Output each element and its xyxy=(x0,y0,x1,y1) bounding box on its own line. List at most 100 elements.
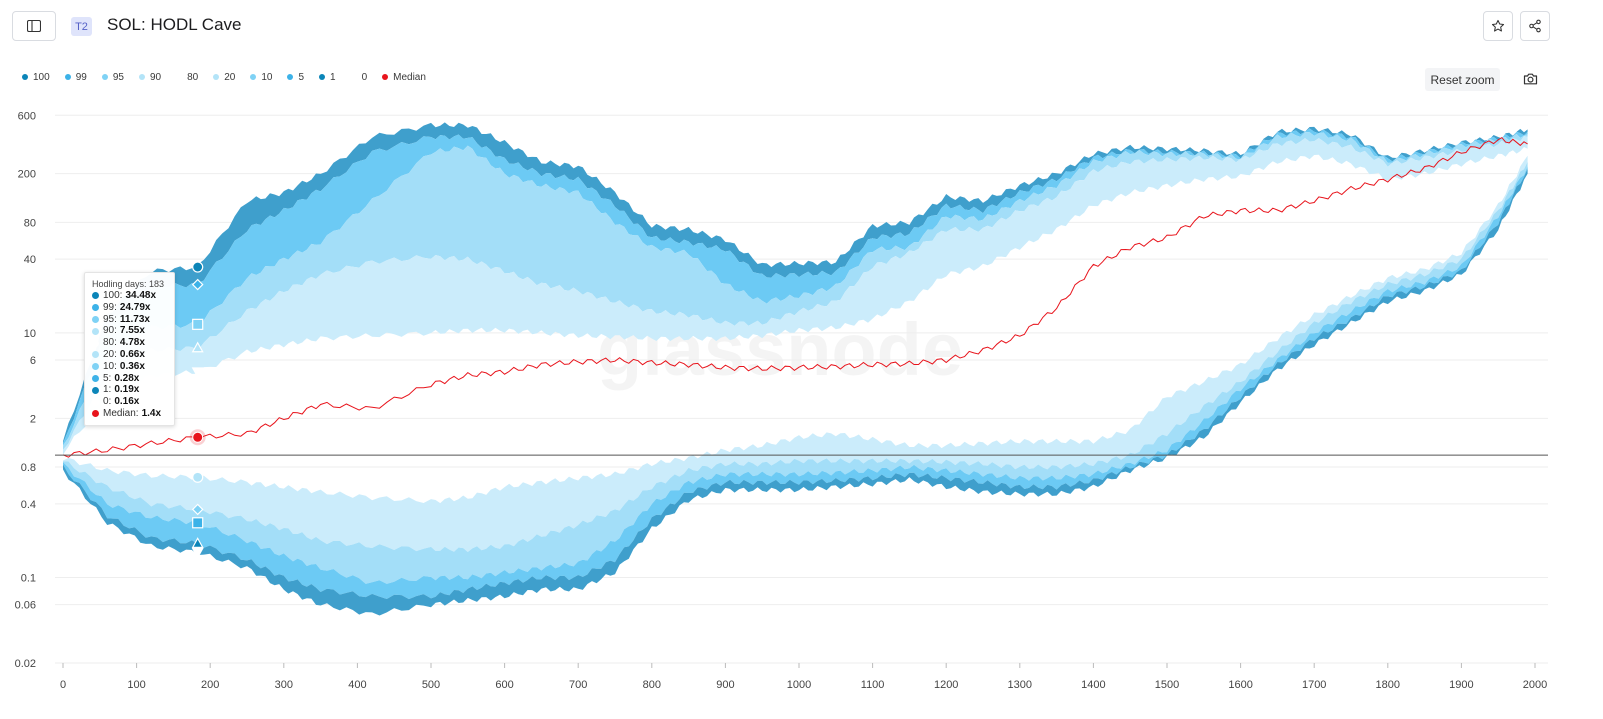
legend-item-80[interactable]: 80 xyxy=(176,72,198,83)
tooltip-row: 0: 0.16x xyxy=(92,396,174,408)
legend-item-95[interactable]: 95 xyxy=(101,71,124,83)
tooltip-value: 1.4x xyxy=(141,407,162,419)
legend-item-99[interactable]: 99 xyxy=(64,71,87,83)
x-tick-label: 400 xyxy=(348,679,366,691)
legend-item-100[interactable]: 100 xyxy=(22,72,50,83)
share-icon xyxy=(1529,19,1541,33)
tooltip-marker xyxy=(92,374,99,382)
star-icon xyxy=(1491,19,1505,32)
chart-legend: 100 99 95 90 80 20 10 5 1 0 Median xyxy=(22,70,441,84)
y-tick-label: 0.1 xyxy=(21,572,36,584)
hover-marker-0 xyxy=(191,547,204,559)
tooltip-label: 10: xyxy=(103,360,117,372)
tooltip-label: 80: xyxy=(103,337,117,349)
tooltip-marker xyxy=(92,339,99,347)
hover-marker-1 xyxy=(191,537,204,548)
tooltip-marker xyxy=(92,315,99,323)
x-tick-label: 100 xyxy=(127,679,145,691)
page-title: SOL: HODL Cave xyxy=(107,15,242,34)
tooltip-row: Median: 1.4x xyxy=(92,408,174,420)
legend-label: 99 xyxy=(75,71,87,83)
sidebar-toggle-icon xyxy=(27,20,41,32)
tooltip-value: 0.36x xyxy=(119,360,145,372)
camera-icon xyxy=(1523,73,1537,85)
tooltip-label: 1: xyxy=(103,384,112,396)
sidebar-toggle-button[interactable] xyxy=(12,11,56,41)
tooltip-marker xyxy=(92,304,99,312)
legend-marker xyxy=(382,74,389,80)
legend-label: 0 xyxy=(361,71,368,83)
x-tick-label: 1900 xyxy=(1449,679,1473,691)
export-image-button[interactable] xyxy=(1520,70,1540,88)
x-tick-label: 700 xyxy=(569,679,587,691)
tooltip-row: 1: 0.19x xyxy=(92,384,174,396)
y-tick-label: 10 xyxy=(24,328,36,340)
legend-item-20[interactable]: 20 xyxy=(213,72,235,83)
hover-marker-median xyxy=(192,431,204,443)
legend-marker xyxy=(319,74,325,80)
reset-zoom-button[interactable]: Reset zoom xyxy=(1425,68,1500,91)
x-tick-label: 1400 xyxy=(1081,679,1105,691)
tooltip-marker xyxy=(92,351,99,359)
x-tick-label: 1200 xyxy=(934,679,958,691)
y-tick-label: 200 xyxy=(18,169,36,181)
tooltip-marker xyxy=(92,327,99,335)
band-95-90 xyxy=(63,132,1528,450)
legend-label: 100 xyxy=(33,71,50,83)
legend-item-1[interactable]: 1 xyxy=(319,72,336,83)
tooltip-label: Median: xyxy=(103,407,139,419)
legend-marker xyxy=(64,74,71,80)
tooltip-marker xyxy=(92,292,99,300)
y-tick-label: 600 xyxy=(18,110,36,122)
share-button[interactable] xyxy=(1520,11,1550,41)
tooltip-label: 100: xyxy=(103,290,123,301)
band-90-80 xyxy=(63,136,1528,455)
x-tick-label: 300 xyxy=(275,679,293,691)
legend-label: 5 xyxy=(298,71,304,83)
tooltip-row: 20: 0.66x xyxy=(92,349,174,361)
favorite-button[interactable] xyxy=(1483,11,1513,41)
legend-marker xyxy=(138,74,145,80)
tooltip-row: 99: 24.79x xyxy=(92,302,174,314)
x-tick-label: 900 xyxy=(716,679,734,691)
x-tick-label: 600 xyxy=(495,679,513,691)
legend-item-10[interactable]: 10 xyxy=(250,72,272,83)
y-tick-label: 40 xyxy=(24,254,36,266)
legend-label: 95 xyxy=(112,71,124,83)
legend-item-5[interactable]: 5 xyxy=(287,72,304,83)
tooltip-label: 5: xyxy=(103,372,112,384)
legend-label: 90 xyxy=(149,71,162,83)
legend-marker xyxy=(250,74,257,80)
x-tick-label: 1300 xyxy=(1008,679,1032,691)
x-tick-label: 1800 xyxy=(1376,679,1400,691)
y-tick-label: 0.02 xyxy=(15,658,36,670)
x-tick-label: 1000 xyxy=(787,679,811,691)
legend-label: 10 xyxy=(261,71,273,83)
tooltip-row: 100: 34.48x xyxy=(92,290,174,302)
tooltip-row: 80: 4.78x xyxy=(92,337,174,349)
y-tick-label: 80 xyxy=(24,217,36,229)
legend-item-median[interactable]: Median xyxy=(382,72,426,83)
legend-marker xyxy=(350,74,357,80)
hover-marker-99 xyxy=(191,278,204,291)
tooltip-row: 5: 0.28x xyxy=(92,373,174,385)
hover-marker-80 xyxy=(191,367,204,379)
tooltip-row: 90: 7.55x xyxy=(92,325,174,337)
x-tick-label: 800 xyxy=(643,679,661,691)
y-tick-label: 2 xyxy=(30,413,36,425)
x-tick-label: 1600 xyxy=(1228,679,1252,691)
tooltip-label: 20: xyxy=(103,348,117,360)
hover-marker-20 xyxy=(192,471,204,483)
legend-item-0[interactable]: 0 xyxy=(350,71,368,83)
legend-item-90[interactable]: 90 xyxy=(138,71,162,83)
tooltip-value: 34.48x xyxy=(125,290,157,301)
legend-marker xyxy=(176,74,183,80)
band-20-10 xyxy=(63,155,1528,553)
x-tick-label: 500 xyxy=(422,679,440,691)
tooltip-value: 0.66x xyxy=(119,348,145,360)
tooltip-marker xyxy=(92,363,99,371)
tooltip-value: 0.16x xyxy=(114,396,140,408)
y-tick-label: 0.4 xyxy=(21,499,36,511)
x-tick-label: 1700 xyxy=(1302,679,1326,691)
